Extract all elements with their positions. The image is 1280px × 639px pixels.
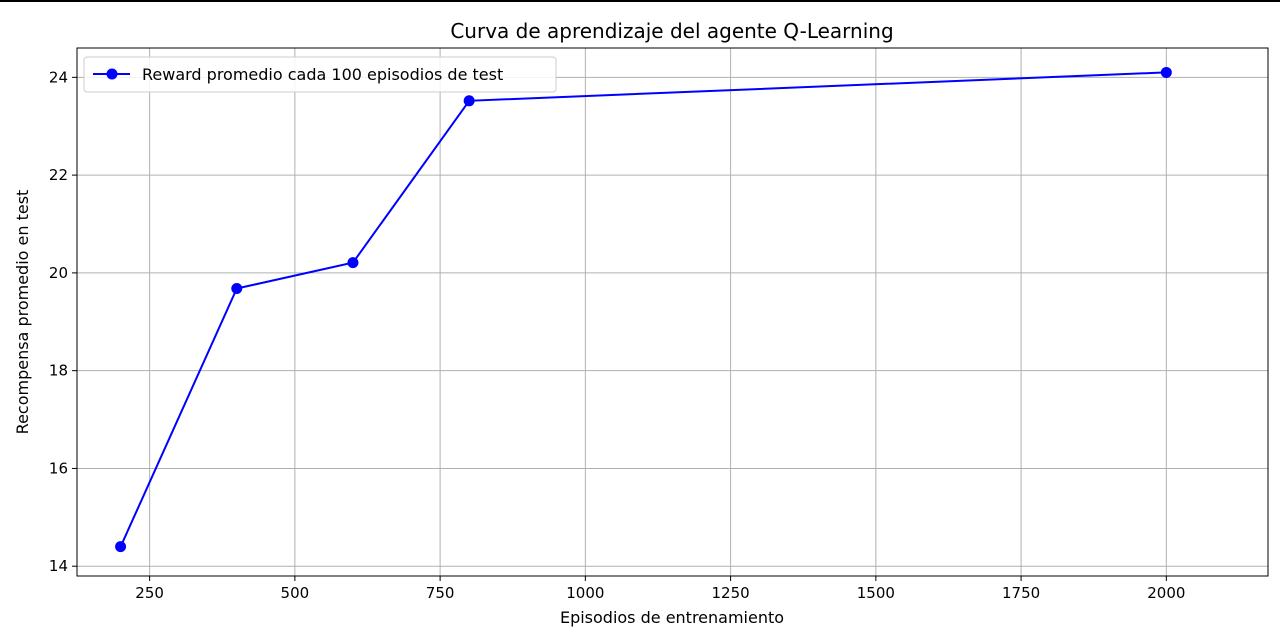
series-line <box>119 71 1167 548</box>
data-point <box>1160 66 1172 78</box>
y-tick-label: 22 <box>49 166 68 184</box>
x-tick-label: 1750 <box>1002 584 1040 602</box>
x-tick-label: 750 <box>426 584 455 602</box>
top-border <box>0 0 1280 2</box>
data-point <box>347 257 359 269</box>
x-tick-label: 2000 <box>1147 584 1185 602</box>
x-axis-label: Episodios de entrenamiento <box>560 608 784 627</box>
axis-ticks: 250 500 750 1000 1250 1500 1750 2000 14 16 18 20 22 2… <box>49 68 1186 602</box>
data-point <box>231 283 243 295</box>
x-tick-label: 250 <box>135 584 164 602</box>
y-axis-label: Recompensa promedio en test <box>13 190 32 435</box>
chart-title: Curva de aprendizaje del agente Q-Learni… <box>450 19 893 43</box>
legend-label: Reward promedio cada 100 episodios de te… <box>142 65 503 84</box>
data-point <box>463 95 475 107</box>
y-tick-label: 18 <box>49 362 68 380</box>
data-point <box>115 541 127 553</box>
x-tick-label: 1000 <box>566 584 604 602</box>
x-tick-label: 1500 <box>857 584 895 602</box>
legend: Reward promedio cada 100 episodios de te… <box>83 56 557 93</box>
legend-marker <box>106 68 118 80</box>
plot-frame <box>76 47 1269 577</box>
x-tick-label: 1250 <box>712 584 750 602</box>
y-tick-label: 24 <box>49 68 68 86</box>
y-tick-label: 20 <box>49 264 68 282</box>
x-tick-label: 500 <box>281 584 310 602</box>
grid <box>77 48 1268 576</box>
legend-box <box>83 56 557 93</box>
y-tick-label: 14 <box>49 557 68 575</box>
y-tick-label: 16 <box>49 459 68 477</box>
series-layer <box>115 66 1172 553</box>
